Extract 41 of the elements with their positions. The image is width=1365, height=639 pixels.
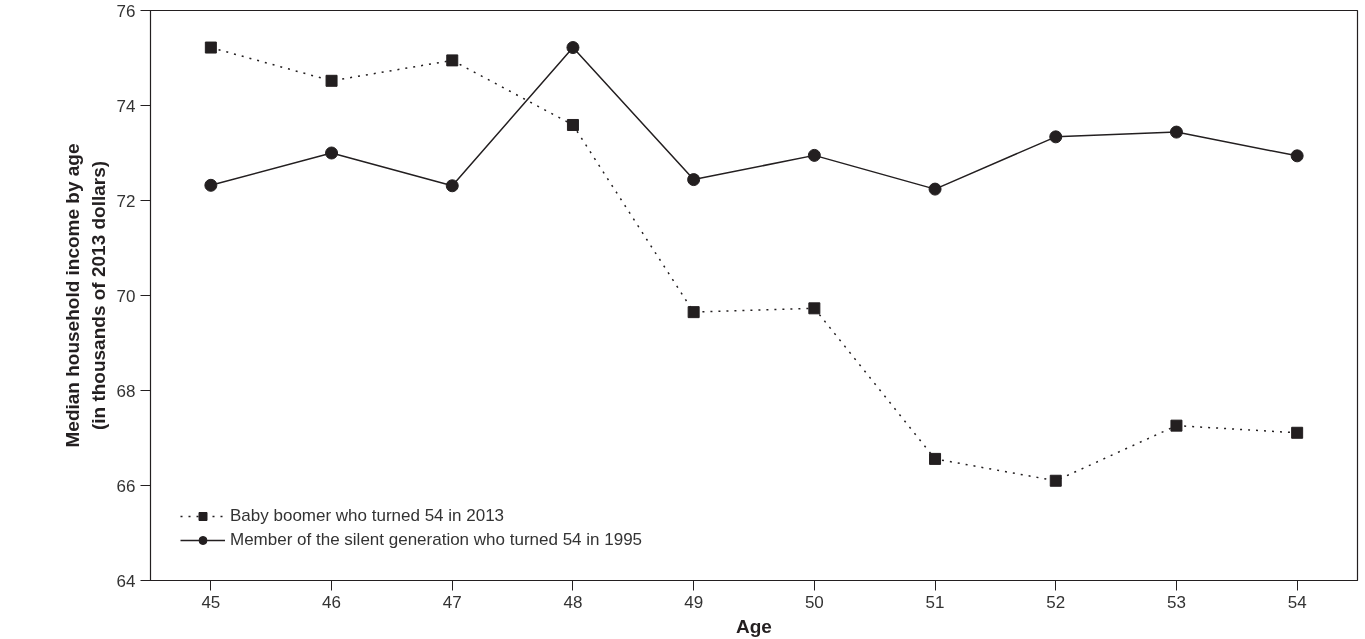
y-tick-label: 70 — [116, 286, 136, 306]
x-tick-label: 45 — [201, 592, 221, 612]
point — [1290, 149, 1304, 163]
point — [1291, 426, 1304, 439]
point — [566, 118, 579, 131]
x-tick-label: 47 — [442, 592, 462, 612]
point — [325, 74, 338, 87]
point — [1049, 130, 1063, 144]
y-tick-label: 64 — [116, 571, 136, 591]
point — [445, 179, 459, 193]
x-tick-label: 48 — [563, 592, 583, 612]
x-tick-label: 49 — [684, 592, 704, 612]
x-tick-label: 52 — [1046, 592, 1066, 612]
x-tick-label: 51 — [925, 592, 945, 612]
x-tick-label: 46 — [322, 592, 342, 612]
y-tick-label: 66 — [116, 476, 136, 496]
point — [325, 146, 339, 160]
point — [446, 54, 459, 67]
x-axis-title: Age — [736, 615, 772, 637]
point — [687, 173, 701, 187]
point — [566, 41, 580, 55]
y-axis-title: Median household income by age (in thousands of 2013 dollars) — [62, 143, 109, 448]
point — [1049, 474, 1062, 487]
point — [928, 182, 942, 196]
point — [687, 306, 700, 319]
legend-label: Baby boomer who turned 54 in 2013 — [230, 506, 505, 526]
point — [1170, 419, 1183, 432]
y-tick-label: 74 — [116, 96, 136, 116]
point — [204, 41, 217, 54]
point — [1169, 125, 1183, 139]
y-tick-label: 76 — [116, 1, 136, 21]
legend-label: Member of the silent generation who turned 54 in 1995 — [230, 530, 643, 550]
point — [807, 148, 821, 162]
x-tick-label: 54 — [1287, 592, 1307, 612]
point — [204, 178, 218, 192]
point — [929, 452, 942, 465]
y-tick-label: 72 — [116, 191, 136, 211]
x-tick-label: 53 — [1167, 592, 1186, 612]
y-tick-label: 68 — [116, 381, 136, 401]
x-tick-label: 50 — [804, 592, 824, 612]
point — [808, 302, 821, 315]
